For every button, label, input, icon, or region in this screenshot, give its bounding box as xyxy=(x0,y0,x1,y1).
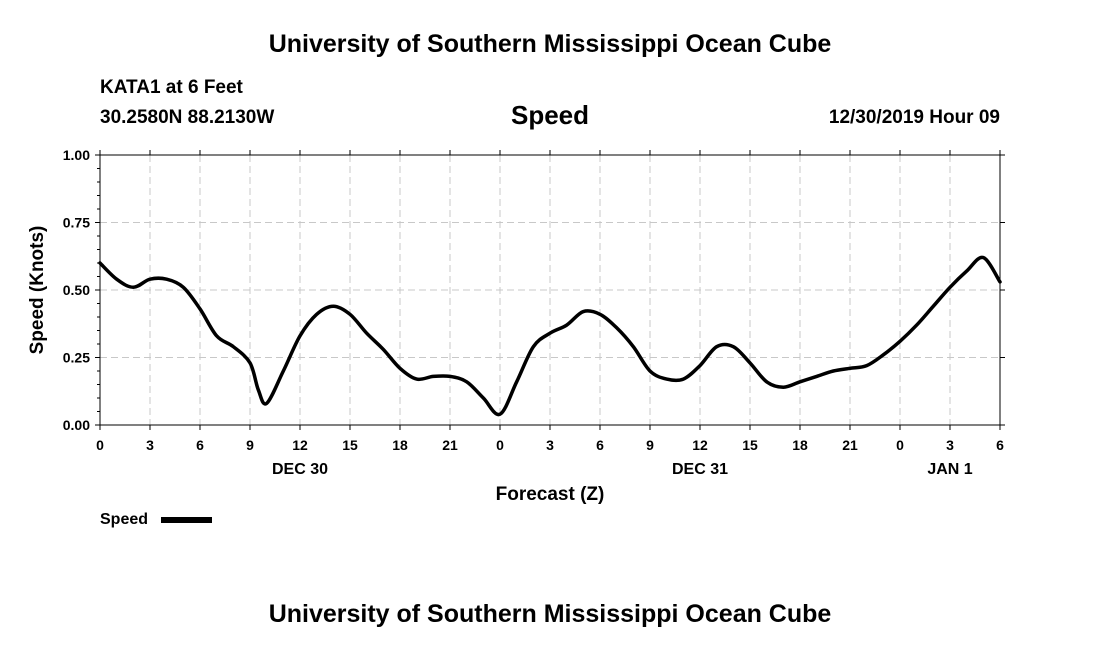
footer-title: University of Southern Mississippi Ocean… xyxy=(268,600,832,628)
axis-labels: 0 3 6 9 12 15 18 21 0 3 6 9 12 15 18 21 0 3 6 DEC 30 DEC 31 J… xyxy=(63,147,1004,478)
legend-label: Speed xyxy=(100,511,148,528)
chart-title: Speed xyxy=(510,100,590,130)
y-tick-label: 1.00 xyxy=(63,147,90,163)
station-label: KATA1 at 6 Feet xyxy=(100,77,243,98)
x-tick-label: 9 xyxy=(246,437,254,453)
x-tick-label: 18 xyxy=(792,437,808,453)
y-tick-label: 0.50 xyxy=(63,282,90,298)
axis-ticks xyxy=(95,150,1005,430)
x-tick-label: 6 xyxy=(596,437,604,453)
x-tick-label: 0 xyxy=(896,437,904,453)
x-tick-label: 3 xyxy=(946,437,954,453)
x-tick-label: 3 xyxy=(146,437,154,453)
x-tick-label: 6 xyxy=(196,437,204,453)
page-title: University of Southern Mississippi Ocean… xyxy=(268,30,832,58)
y-axis-title: Speed (Knots) xyxy=(27,226,48,355)
x-tick-label: 12 xyxy=(692,437,708,453)
x-tick-label: 15 xyxy=(742,437,758,453)
date-label: JAN 1 xyxy=(927,461,972,478)
grid-lines xyxy=(99,155,1001,425)
y-tick-label: 0.25 xyxy=(63,350,90,366)
x-tick-label: 9 xyxy=(646,437,654,453)
date-label: DEC 30 xyxy=(272,461,328,478)
x-tick-label: 21 xyxy=(442,437,458,453)
date-label: DEC 31 xyxy=(672,461,728,478)
x-axis-title: Forecast (Z) xyxy=(496,484,605,505)
y-tick-label: 0.75 xyxy=(63,215,90,231)
coordinates-label: 30.2580N 88.2130W xyxy=(100,107,275,128)
speed-series-line xyxy=(98,255,1002,417)
x-tick-label: 3 xyxy=(546,437,554,453)
x-tick-label: 12 xyxy=(292,437,308,453)
x-tick-label: 18 xyxy=(392,437,408,453)
datetime-label: 12/30/2019 Hour 09 xyxy=(828,107,1000,128)
y-tick-label: 0.00 xyxy=(63,417,90,433)
x-tick-label: 15 xyxy=(342,437,358,453)
x-tick-label: 6 xyxy=(996,437,1004,453)
x-tick-label: 0 xyxy=(496,437,504,453)
x-tick-label: 21 xyxy=(842,437,858,453)
x-tick-label: 0 xyxy=(96,437,104,453)
